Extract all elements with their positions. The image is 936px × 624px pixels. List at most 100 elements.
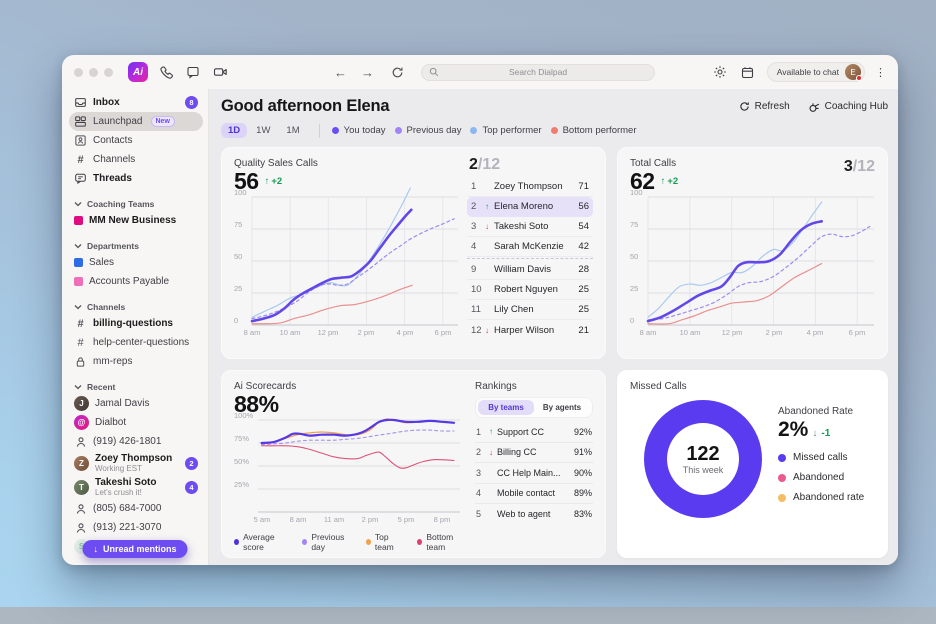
- quality-sales-calls-chart: 0 25 50 75 100 8 am 10 am 12 pm 2 pm 4 pm 6 pm: [234, 187, 458, 339]
- phone-icon[interactable]: [157, 63, 175, 81]
- sidebar-item-launchpad[interactable]: Launchpad New: [69, 112, 203, 131]
- ranking-row[interactable]: 4 Mobile contact 89%: [475, 484, 593, 504]
- metric-delta: ↑ +2: [660, 176, 679, 187]
- forward-icon[interactable]: →: [361, 64, 374, 80]
- legend-dot: [778, 493, 786, 502]
- donut-center-label: This week: [682, 465, 724, 475]
- sidebar-item-billing-questions[interactable]: # billing-questions: [69, 314, 203, 333]
- lock-icon: [74, 355, 87, 368]
- rankings-tabs: By teams By agents: [475, 397, 593, 418]
- sidebar-item-accounts-payable[interactable]: Accounts Payable: [69, 272, 203, 291]
- ranking-row[interactable]: 5 Web to agent 83%: [476, 509, 592, 520]
- legend-you-today: You today: [331, 125, 386, 136]
- total-calls-chart: 0 25 50 75 100 8 am 10 am 12 pm 2 pm 4 pm 6 pm: [630, 188, 874, 339]
- main-content: Good afternoon Elena Refresh Coaching Hu…: [209, 89, 898, 565]
- card-missed-calls: Missed Calls 122 This week Abandoned Ra: [617, 370, 888, 558]
- close-window-button[interactable]: [74, 67, 83, 77]
- new-badge: New: [150, 116, 175, 127]
- avatar: Z: [74, 455, 89, 471]
- refresh-button[interactable]: Refresh: [739, 101, 790, 112]
- sidebar-item-threads[interactable]: Threads: [69, 169, 203, 188]
- tab-by-teams[interactable]: By teams: [478, 400, 534, 415]
- coaching-hub-button[interactable]: Coaching Hub: [808, 101, 888, 113]
- tab-1w[interactable]: 1W: [256, 125, 271, 136]
- titlebar-right: Available to chat E ⋮: [711, 62, 886, 82]
- rank-row[interactable]: 9 William Davis 28: [467, 260, 593, 280]
- tab-1d[interactable]: 1D: [221, 123, 248, 138]
- sidebar-item-phone-913[interactable]: (913) 221-3070: [69, 518, 203, 537]
- abandoned-rate-label: Abandoned Rate: [778, 406, 854, 417]
- metric-value: 56: [234, 168, 259, 194]
- metric-value: 88%: [234, 391, 279, 417]
- legend-dot: [331, 127, 339, 134]
- sidebar-item-contacts[interactable]: Contacts: [69, 131, 203, 150]
- sidebar-item-inbox[interactable]: Inbox 8: [69, 93, 203, 112]
- scorecards-legend: Average score Previous day Top team Bott…: [234, 532, 467, 552]
- sidebar-item-channels[interactable]: # Channels: [69, 150, 203, 169]
- department-color-swatch: [74, 258, 83, 267]
- window-controls[interactable]: [74, 67, 113, 77]
- rank-row[interactable]: 12 ↓ Harper Wilson 21: [471, 324, 589, 336]
- sidebar-item-label: Launchpad: [93, 116, 143, 127]
- quality-ranking-list: 2/12 1 Zoey Thompson 71 2 ↑ Elena Moreno 56 3…: [467, 156, 593, 340]
- sidebar-item-jamal-davis[interactable]: J Jamal Davis: [69, 394, 203, 413]
- dialpad-logo: Ai: [128, 62, 148, 82]
- user-avatar[interactable]: E: [845, 64, 862, 81]
- legend-dot: [417, 539, 423, 545]
- ranking-row[interactable]: 1 ↑ Support CC 92%: [475, 422, 593, 443]
- availability-pill[interactable]: Available to chat E: [766, 62, 865, 82]
- unread-mentions-button[interactable]: ↓ Unread mentions: [82, 540, 188, 558]
- sidebar-item-zoey-thompson[interactable]: Z Zoey Thompson Working EST 2: [69, 451, 203, 475]
- search-input[interactable]: Search Dialpad: [421, 63, 655, 81]
- arrow-down-icon: ↓: [93, 544, 98, 554]
- rank-row[interactable]: 10 Robert Nguyen 25: [467, 280, 593, 300]
- sidebar-item-help-center-questions[interactable]: # help-center-questions: [69, 333, 203, 352]
- range-tabs: 1D 1W 1M: [221, 123, 307, 138]
- section-channels[interactable]: Channels: [69, 299, 203, 314]
- team-color-swatch: [74, 216, 83, 225]
- rank-row-current-user[interactable]: 2 ↑ Elena Moreno 56: [467, 197, 593, 217]
- desktop-dock-strip: [0, 607, 936, 624]
- gear-icon[interactable]: [711, 63, 729, 81]
- ranking-row[interactable]: 3 CC Help Main... 90%: [475, 463, 593, 484]
- search-icon: [429, 67, 439, 77]
- rank-row[interactable]: 4 Sarah McKenzie 42: [467, 237, 593, 257]
- ai-scorecards-chart: 25% 50% 75% 100% 5 am 8 am 11 am 2 pm 5 pm 8 pm: [234, 411, 460, 526]
- ranking-row[interactable]: 2 ↓ Billing CC 91%: [475, 443, 593, 463]
- down-arrow-icon: ↓: [812, 428, 818, 439]
- sidebar-item-takeshi-soto[interactable]: T Takeshi Soto Let's crush it! 4: [69, 475, 203, 499]
- calendar-icon[interactable]: [739, 63, 757, 81]
- sidebar-item-phone-805[interactable]: (805) 684-7000: [69, 499, 203, 518]
- refresh-icon: [739, 102, 749, 111]
- minimize-window-button[interactable]: [89, 67, 98, 77]
- page-title: Good afternoon Elena: [221, 97, 390, 115]
- zoom-window-button[interactable]: [104, 67, 113, 77]
- dialpad-window: Ai ← → Search Dialpad: [62, 55, 898, 565]
- sidebar-item-mm-reps[interactable]: mm-reps: [69, 352, 203, 371]
- rank-row[interactable]: 1 Zoey Thompson 71: [467, 177, 593, 197]
- chat-icon[interactable]: [184, 63, 202, 81]
- more-options-icon[interactable]: ⋮: [875, 66, 886, 79]
- chevron-down-icon: [74, 201, 82, 206]
- status-dot: [856, 75, 862, 81]
- reload-icon[interactable]: [388, 63, 406, 81]
- tab-by-agents[interactable]: By agents: [542, 403, 582, 412]
- section-departments[interactable]: Departments: [69, 238, 203, 253]
- sidebar-item-dialbot[interactable]: @ Dialbot: [69, 413, 203, 432]
- abandoned-rate-value: 2% ↓ -1: [778, 418, 831, 441]
- tab-1m[interactable]: 1M: [286, 125, 300, 136]
- rank-row[interactable]: 3 ↓ Takeshi Soto 54: [467, 217, 593, 237]
- sidebar-item-mm-new-business[interactable]: MM New Business: [69, 211, 203, 230]
- section-coaching-teams[interactable]: Coaching Teams: [69, 196, 203, 211]
- rank-row[interactable]: 11 Lily Chen 25: [467, 300, 593, 320]
- sidebar-item-sales[interactable]: Sales: [69, 253, 203, 272]
- unread-badge: 4: [185, 480, 198, 494]
- back-icon[interactable]: ←: [334, 64, 347, 80]
- missed-calls-donut-chart: 122 This week: [644, 400, 762, 518]
- section-recent[interactable]: Recent: [69, 379, 203, 394]
- sidebar-item-phone-919[interactable]: (919) 426-1801: [69, 432, 203, 451]
- legend-abandoned-rate: Abandoned rate: [778, 492, 864, 503]
- legend-bottom-team: Bottom team: [417, 532, 467, 552]
- department-color-swatch: [74, 277, 83, 286]
- video-icon[interactable]: [211, 63, 229, 81]
